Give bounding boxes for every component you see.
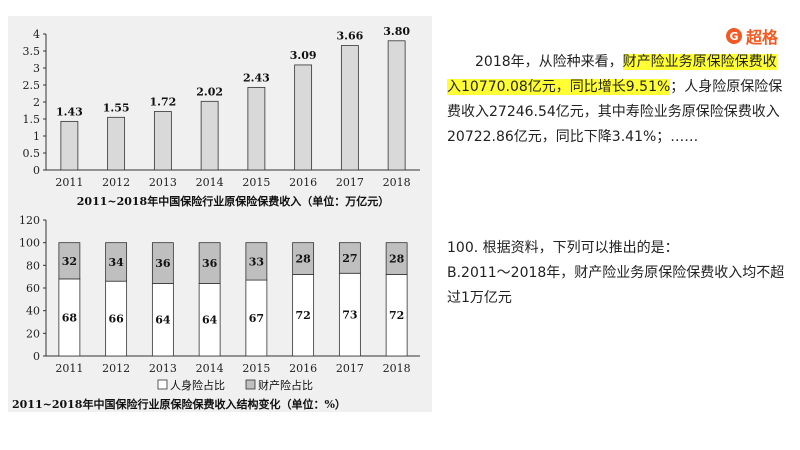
x-tick-label: 2017 xyxy=(336,362,364,375)
x-tick-label: 2014 xyxy=(196,176,224,189)
x-tick-label: 2016 xyxy=(289,176,317,189)
legend-swatch-life xyxy=(157,379,168,390)
bar xyxy=(153,111,172,171)
data-label: 3.09 xyxy=(290,49,317,62)
y-tick-label: 80 xyxy=(26,259,40,272)
data-label: 1.72 xyxy=(149,96,176,109)
bar xyxy=(340,45,359,171)
data-label-life: 72 xyxy=(389,309,404,322)
x-tick-label: 2016 xyxy=(289,362,317,375)
legend-swatch-property xyxy=(245,379,256,390)
y-tick-label: 0 xyxy=(33,350,40,363)
bar-segment-property xyxy=(198,242,221,284)
y-tick-label: 1 xyxy=(33,130,40,143)
y-tick-label: 0 xyxy=(33,164,40,177)
chart-premium-structure-svg: 0 20 40 60 80 100 120 68 32 2011 66 34 2012 64 36 2013 6… xyxy=(12,214,420,411)
bar-segment-property xyxy=(385,242,408,275)
x-tick-label: 2012 xyxy=(102,362,130,375)
bar xyxy=(247,86,266,171)
brand-name: 超格 xyxy=(745,28,778,47)
y-tick-label: 2.5 xyxy=(23,79,41,92)
data-label: 2.43 xyxy=(243,71,270,84)
bar xyxy=(60,120,79,171)
x-tick-label: 2018 xyxy=(383,176,411,189)
passage-part-2: ；人身险原保险保费收入27246.54亿元，其中寿险业务原保险保费收入20722… xyxy=(447,79,783,145)
bar-segment-property xyxy=(338,242,361,274)
data-label: 2.02 xyxy=(196,85,223,98)
bar-segment-property xyxy=(151,242,174,284)
x-tick-label: 2011 xyxy=(55,362,83,375)
y-tick-label: 2 xyxy=(33,96,40,109)
question-option-b: B.2011～2018年，财产险业务原保险保费收入均不超过1万亿元 xyxy=(447,265,785,306)
y-tick-label: 4 xyxy=(33,28,40,41)
y-tick-label: 20 xyxy=(26,327,40,340)
bar-segment-property xyxy=(292,242,315,275)
y-tick-label: 3.5 xyxy=(23,45,41,58)
data-label-property: 36 xyxy=(155,257,171,270)
data-label-property: 32 xyxy=(62,255,77,268)
data-label-property: 33 xyxy=(249,255,264,268)
data-label: 3.80 xyxy=(383,25,410,38)
y-tick-label: 0.5 xyxy=(23,147,41,160)
data-label-life: 68 xyxy=(62,311,78,324)
bar xyxy=(107,116,126,171)
data-label-property: 34 xyxy=(108,256,124,269)
data-label-life: 66 xyxy=(108,313,124,326)
data-label-property: 28 xyxy=(389,253,405,266)
y-tick-label: 40 xyxy=(26,305,40,318)
x-tick-label: 2014 xyxy=(196,362,224,375)
bar xyxy=(387,40,406,171)
bar xyxy=(200,100,219,171)
bar-segment-property xyxy=(58,242,81,280)
data-label: 1.55 xyxy=(103,101,130,114)
x-tick-label: 2015 xyxy=(242,176,270,189)
brand-logo: G 超格 xyxy=(725,24,778,48)
data-label-life: 72 xyxy=(295,309,310,322)
passage-part-1: 2018年，从险种来看， xyxy=(475,54,623,70)
data-label-life: 73 xyxy=(342,309,357,322)
legend-label-property: 财产险占比 xyxy=(258,378,313,392)
question-block: 100. 根据资料，下列可以推出的是： B.2011～2018年，财产险业务原保… xyxy=(447,236,787,311)
brand-logo-icon: G xyxy=(725,28,742,44)
chart-premium-structure: 0 20 40 60 80 100 120 68 32 2011 66 34 2012 64 36 2013 6… xyxy=(8,210,432,412)
chart-title: 2011~2018年中国保险行业原保险保费收入结构变化（单位：%） xyxy=(12,397,346,411)
data-label-life: 64 xyxy=(202,314,218,327)
data-label: 1.43 xyxy=(56,105,83,118)
x-tick-label: 2013 xyxy=(149,176,177,189)
bar xyxy=(294,64,313,171)
data-label-property: 36 xyxy=(202,257,218,270)
chart-title: 2011~2018年中国保险行业原保险保费收入（单位：万亿元） xyxy=(77,194,389,208)
bar-segment-property xyxy=(105,242,128,282)
y-tick-label: 1.5 xyxy=(23,113,41,126)
y-tick-label: 60 xyxy=(26,282,40,295)
x-tick-label: 2015 xyxy=(242,362,270,375)
y-tick-label: 3 xyxy=(33,62,40,75)
y-tick-label: 120 xyxy=(19,214,40,227)
y-tick-label: 100 xyxy=(19,237,40,250)
question-stem: 100. 根据资料，下列可以推出的是： xyxy=(447,240,679,256)
data-label-property: 28 xyxy=(295,253,311,266)
x-tick-label: 2017 xyxy=(336,176,364,189)
data-label-life: 67 xyxy=(249,312,264,325)
x-tick-label: 2012 xyxy=(102,176,130,189)
bar-segment-property xyxy=(245,242,268,281)
legend-label-life: 人身险占比 xyxy=(170,378,225,392)
data-label-life: 64 xyxy=(155,314,171,327)
passage-text: 2018年，从险种来看，财产险业务原保险保费收入10770.08亿元，同比增长9… xyxy=(447,50,787,150)
x-tick-label: 2011 xyxy=(55,176,83,189)
x-tick-label: 2018 xyxy=(383,362,411,375)
chart-premium-income: 0 0.5 1 1.5 2 2.5 3 3.5 4 1.43 2011 1.55 2012 1.72 201… xyxy=(8,16,432,211)
chart-premium-income-svg: 0 0.5 1 1.5 2 2.5 3 3.5 4 1.43 2011 1.55 2012 1.72 201… xyxy=(23,25,420,208)
x-tick-label: 2013 xyxy=(149,362,177,375)
data-label-property: 27 xyxy=(342,252,357,265)
data-label: 3.66 xyxy=(336,30,363,43)
